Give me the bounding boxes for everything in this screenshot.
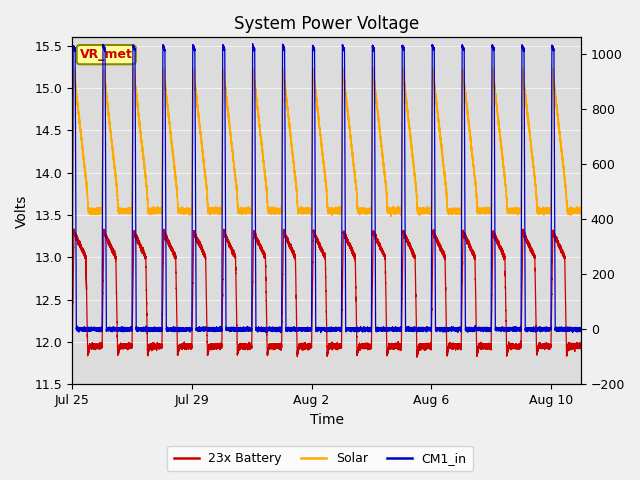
Legend: 23x Battery, Solar, CM1_in: 23x Battery, Solar, CM1_in — [167, 446, 473, 471]
Y-axis label: Volts: Volts — [15, 194, 29, 228]
Text: VR_met: VR_met — [80, 48, 132, 61]
X-axis label: Time: Time — [310, 413, 344, 427]
Title: System Power Voltage: System Power Voltage — [234, 15, 419, 33]
